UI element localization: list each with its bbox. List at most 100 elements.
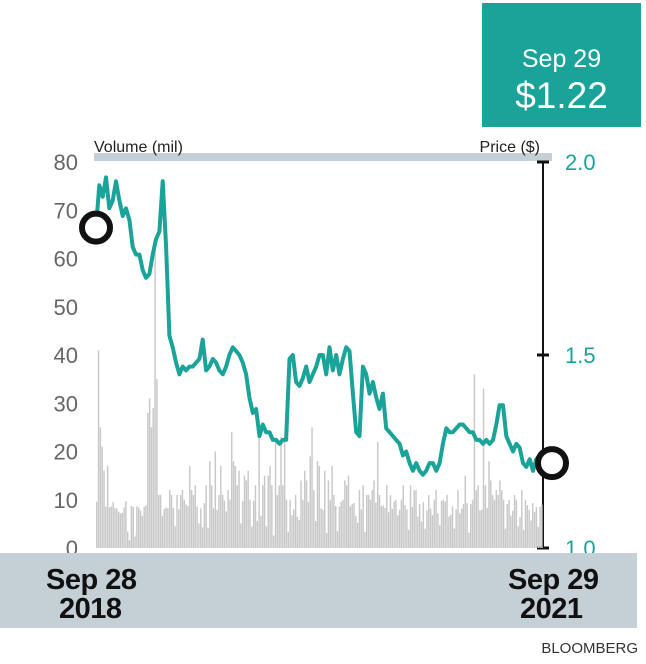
callout-price: $1.22 xyxy=(515,75,608,116)
volume-bar xyxy=(311,427,313,549)
volume-tick-label: 80 xyxy=(54,150,78,175)
volume-bar xyxy=(305,480,308,548)
volume-bar xyxy=(274,441,277,548)
volume-bar xyxy=(535,506,538,548)
volume-bar xyxy=(460,508,463,548)
volume-bar xyxy=(161,516,164,548)
volume-bar xyxy=(168,490,171,548)
volume-bar xyxy=(176,494,178,548)
volume-bar xyxy=(526,505,529,548)
volume-bar xyxy=(424,528,426,548)
volume-bar xyxy=(391,508,394,548)
volume-bars xyxy=(96,239,543,549)
volume-bar xyxy=(513,494,516,548)
x-end-label-line2: 2021 xyxy=(520,593,583,625)
x-end-label-line1: Sep 29 xyxy=(508,564,599,596)
volume-bar xyxy=(127,531,129,548)
volume-bar xyxy=(212,508,215,548)
x-start-date: Sep 28 2018 xyxy=(46,566,137,624)
volume-bar xyxy=(103,470,105,548)
start-price-marker xyxy=(79,210,113,245)
volume-bar xyxy=(495,490,498,548)
volume-bar xyxy=(225,511,227,548)
volume-bar xyxy=(190,490,193,548)
volume-bar xyxy=(314,520,317,548)
volume-bar xyxy=(521,490,523,548)
volume-bar xyxy=(163,508,165,548)
volume-bar xyxy=(285,499,288,548)
volume-bar xyxy=(216,509,218,548)
volume-bar xyxy=(137,507,140,548)
volume-bar xyxy=(400,499,403,548)
volume-bar xyxy=(475,490,477,548)
volume-bar xyxy=(345,485,348,548)
volume-bar xyxy=(342,499,344,548)
volume-bar xyxy=(439,525,441,548)
volume-bar xyxy=(254,485,257,548)
volume-bar xyxy=(533,511,536,548)
volume-bar xyxy=(291,515,293,548)
x-end-date: Sep 29 2021 xyxy=(508,566,599,624)
volume-bar xyxy=(234,465,237,548)
volume-bar xyxy=(338,506,341,548)
volume-bar xyxy=(510,515,512,548)
x-start-label-line2: 2018 xyxy=(59,593,122,625)
volume-tick-label: 40 xyxy=(54,343,78,368)
volume-axis-title: Volume (mil) xyxy=(94,139,183,156)
volume-bar xyxy=(283,441,286,548)
volume-bar xyxy=(218,494,220,548)
volume-bar xyxy=(497,494,499,548)
volume-bar xyxy=(371,490,373,548)
volume-bar xyxy=(99,427,102,549)
volume-bar xyxy=(320,508,322,548)
volume-bar xyxy=(322,509,324,548)
volume-bar xyxy=(480,509,483,548)
volume-bar xyxy=(232,461,235,548)
volume-bar xyxy=(209,461,211,548)
volume-bar xyxy=(203,503,206,548)
volume-bar xyxy=(227,490,229,548)
x-start-label-line1: Sep 28 xyxy=(46,564,137,596)
latest-price-callout: Sep 29 $1.22 xyxy=(482,3,641,127)
volume-bar xyxy=(499,480,501,548)
volume-bar xyxy=(369,499,372,548)
volume-bar xyxy=(375,502,377,548)
volume-bar xyxy=(158,494,160,548)
volume-bar xyxy=(258,437,260,548)
volume-bar xyxy=(466,503,468,548)
volume-bar xyxy=(260,515,262,548)
volume-bar xyxy=(307,502,310,548)
volume-bar xyxy=(178,509,180,548)
volume-bar xyxy=(435,490,437,548)
volume-bar xyxy=(249,499,251,548)
volume-bar xyxy=(148,398,151,548)
volume-bar xyxy=(486,507,488,548)
volume-bar xyxy=(336,531,339,548)
volume-bar xyxy=(413,490,415,548)
volume-bar xyxy=(355,516,357,548)
volume-bar xyxy=(121,512,123,548)
volume-bar xyxy=(214,451,217,548)
volume-bar xyxy=(221,494,224,548)
volume-bar xyxy=(389,494,392,548)
volume-bar xyxy=(464,475,467,549)
volume-bar xyxy=(154,239,156,548)
volume-bar xyxy=(278,485,280,548)
volume-bar xyxy=(501,490,503,548)
volume-bar xyxy=(236,485,238,548)
volume-bar xyxy=(358,490,361,548)
volume-bar xyxy=(241,501,244,548)
volume-bar xyxy=(407,529,410,548)
volume-bar xyxy=(210,485,213,548)
volume-bar xyxy=(530,520,532,548)
price-line xyxy=(94,175,545,477)
volume-tick-label: 70 xyxy=(54,198,78,223)
volume-bar xyxy=(506,504,508,548)
volume-bar xyxy=(179,494,182,548)
volume-bar xyxy=(303,470,306,548)
volume-bar xyxy=(524,499,527,548)
volume-bar xyxy=(429,508,432,548)
volume-bar xyxy=(382,505,384,548)
volume-bar xyxy=(167,508,169,548)
